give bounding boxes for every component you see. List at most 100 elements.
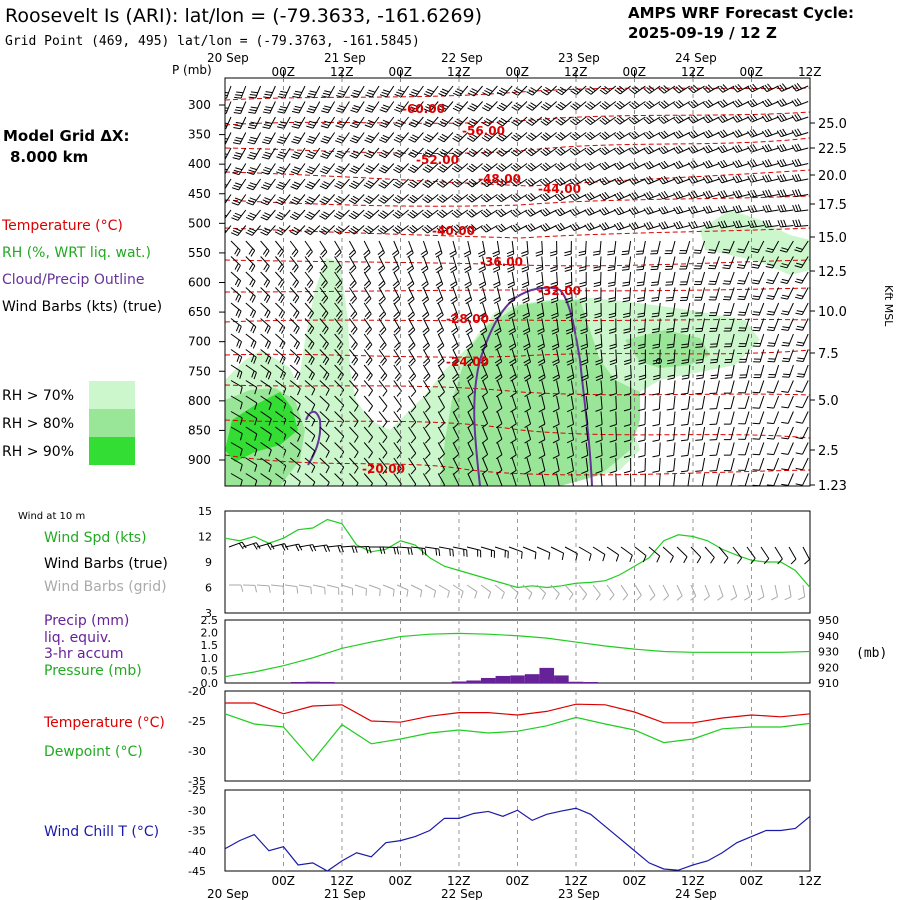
- cross-section-wind-barb-feather: [780, 265, 788, 269]
- cross-section-wind-barb-feather: [235, 293, 240, 301]
- cross-section-wind-barb-feather: [452, 152, 459, 158]
- cross-section-wind-barb-feather: [449, 265, 457, 271]
- cross-section-wind-barb-feather: [710, 377, 718, 380]
- cross-section-wind-barb-feather: [705, 206, 711, 213]
- cross-section-wind-barb-feather: [779, 249, 787, 253]
- cross-section-wind-barb-feather: [527, 134, 535, 140]
- bottom-hour-label: 12Z: [330, 874, 354, 888]
- cross-section-wind-barb-feather: [393, 138, 401, 143]
- cross-section-wind-barb-feather: [464, 253, 471, 258]
- cross-section-wind-barb-feather: [486, 87, 493, 92]
- cross-section-wind-barb-feather: [692, 84, 699, 91]
- cross-section-wind-barb-feather: [337, 107, 345, 111]
- cross-section-wind-barb: [780, 209, 794, 213]
- cross-section-wind-barb-feather: [393, 168, 400, 174]
- cross-section-wind-barb: [560, 132, 572, 141]
- cross-section-wind-barb: [267, 178, 276, 190]
- cross-section-wind-barb-feather: [396, 91, 404, 95]
- cross-section-wind-barb-feather: [352, 165, 360, 170]
- cross-section-wind-barb: [757, 240, 765, 253]
- cross-section-wind-barb: [348, 240, 357, 253]
- cross-section-wind-barb-feather: [380, 212, 387, 218]
- cross-section-wind-barb-feather: [696, 374, 704, 377]
- cross-section-wind-barb: [729, 302, 735, 316]
- cross-section-wind-barb: [516, 147, 528, 157]
- rh-legend-label-90: RH > 90%: [2, 444, 74, 460]
- cross-section-wind-barb-feather: [351, 122, 359, 126]
- cross-section-wind-barb: [275, 364, 286, 374]
- cross-section-wind-barb-feather: [660, 146, 667, 153]
- cross-section-wind-barb-feather: [781, 328, 789, 331]
- cross-section-wind-barb: [701, 395, 706, 409]
- cross-section-wind-barb-feather: [538, 374, 545, 379]
- cross-section-wind-barb-feather: [651, 281, 659, 284]
- wind-barb-true: [676, 546, 688, 558]
- cross-section-wind-barb: [575, 101, 587, 111]
- pressure-tick-label: 600: [188, 276, 211, 290]
- cross-section-wind-barb-feather: [781, 406, 789, 409]
- cross-section-wind-barb-feather: [723, 264, 731, 267]
- cross-section-wind-barb: [588, 225, 602, 231]
- wind-barb-true: [634, 546, 647, 557]
- cross-section-wind-barb-feather: [609, 455, 617, 459]
- cross-section-wind-barb-feather: [500, 163, 507, 169]
- cross-section-wind-barb-feather: [507, 253, 514, 257]
- cross-section-wind-barb-feather: [411, 179, 419, 185]
- cross-section-wind-barb-feather: [782, 143, 787, 151]
- cross-section-wind-barb-feather: [439, 105, 447, 110]
- cross-section-wind-barb-feather: [325, 404, 330, 412]
- cross-section-wind-barb-feather: [464, 296, 472, 302]
- cross-section-wind-barb-feather: [646, 162, 652, 169]
- cross-section-wind-barb-feather: [609, 362, 617, 366]
- cross-section-wind-barb: [556, 349, 560, 363]
- cross-section-wind-barb-feather: [437, 167, 444, 173]
- wind-barb-true-feather: [368, 546, 372, 554]
- cross-section-wind-barb-feather: [306, 279, 312, 286]
- cross-section-wind-barb: [600, 442, 603, 456]
- cross-section-wind-barb-feather: [781, 421, 789, 424]
- cross-section-wind-barb: [656, 240, 661, 254]
- cross-section-wind-barb-feather: [451, 358, 458, 364]
- cross-section-wind-barb: [397, 225, 409, 234]
- cross-section-wind-barb-feather: [762, 145, 767, 153]
- cross-section-wind-barb-feather: [440, 90, 447, 95]
- cross-section-wind-barb-feather: [688, 222, 693, 229]
- cross-section-wind-barb-feather: [363, 249, 370, 256]
- cross-section-wind-barb-feather: [680, 423, 689, 426]
- cross-section-wind-barb: [326, 147, 336, 159]
- cross-section-wind-barb: [324, 225, 335, 235]
- cross-section-wind-barb: [225, 147, 232, 160]
- cross-section-wind-barb: [721, 178, 735, 184]
- cross-section-wind-barb: [574, 194, 587, 201]
- cross-section-wind-barb-feather: [278, 325, 284, 332]
- cross-section-wind-barb-feather: [779, 114, 785, 121]
- cross-section-wind-barb: [437, 349, 445, 362]
- cross-section-wind-barb: [319, 287, 329, 299]
- cross-section-wind-barb-feather: [552, 346, 560, 351]
- cross-section-wind-barb-feather: [225, 143, 226, 145]
- cross-section-wind-barb: [399, 132, 409, 143]
- cross-section-wind-barb: [648, 132, 661, 140]
- cross-section-wind-barb-feather: [587, 88, 594, 93]
- cross-section-wind-barb-feather: [379, 94, 387, 98]
- cross-section-wind-barb-feather: [293, 196, 301, 201]
- cross-section-wind-barb: [260, 318, 271, 328]
- cross-section-wind-barb-feather: [349, 264, 355, 271]
- cross-section-wind-barb-feather: [452, 122, 460, 127]
- temperature-contour-label: -20.00: [362, 462, 405, 476]
- cross-section-wind-barb: [673, 349, 676, 363]
- cross-section-wind-barb: [501, 178, 513, 187]
- cross-section-wind-barb-feather: [572, 178, 578, 185]
- cross-section-wind-barb-feather: [218, 173, 225, 175]
- cross-section-wind-barb: [422, 380, 431, 392]
- cross-section-wind-barb-feather: [584, 179, 590, 186]
- y-tick-label: -30: [188, 804, 206, 817]
- cross-section-wind-barb-feather: [411, 225, 418, 231]
- cross-section-wind-barb-feather: [705, 161, 711, 168]
- wind-barb-true-feather: [656, 555, 661, 563]
- cross-section-wind-barb: [759, 349, 765, 363]
- cross-section-wind-barb: [585, 318, 588, 332]
- cross-section-wind-barb-feather: [307, 266, 314, 273]
- cross-section-wind-barb-feather: [496, 121, 503, 127]
- cross-section-wind-barb: [688, 364, 691, 378]
